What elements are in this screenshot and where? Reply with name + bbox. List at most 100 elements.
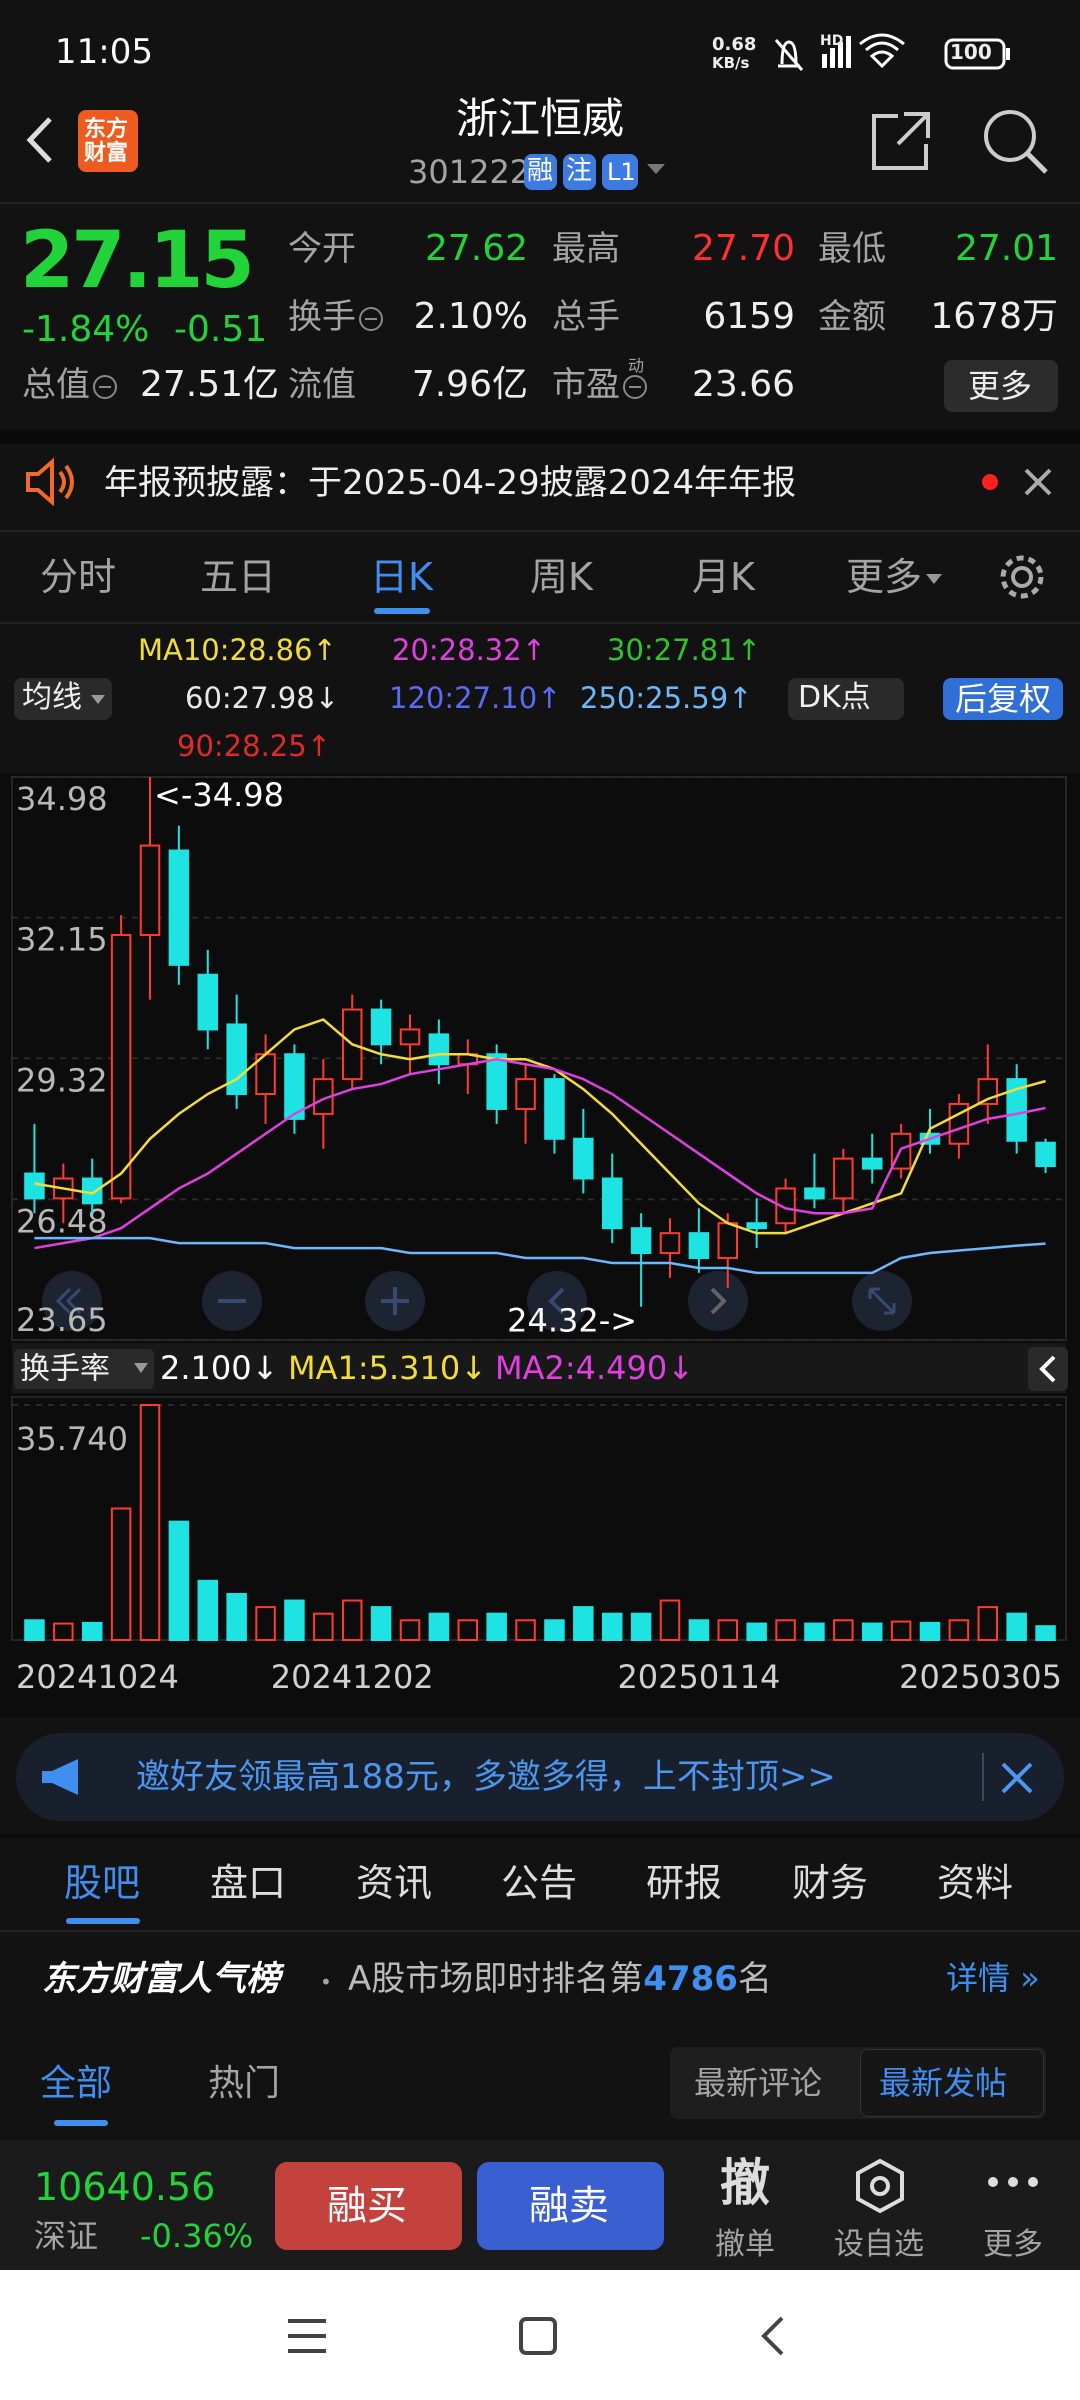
- more-button-text: 更多: [968, 367, 1033, 405]
- divider: [0, 202, 1080, 204]
- section-tab[interactable]: 资讯: [356, 1861, 433, 1905]
- details-text: 详情: [946, 1959, 1011, 1997]
- volume-bar: [53, 1622, 74, 1641]
- cancel-label[interactable]: 撤单: [715, 2227, 775, 2262]
- field-value: 27.01: [954, 228, 1058, 269]
- indicator-selector[interactable]: 均线: [14, 678, 112, 720]
- badge-text: L1: [607, 158, 636, 186]
- index-name: 深证: [34, 2217, 99, 2255]
- divider: [0, 530, 1080, 532]
- more-icon[interactable]: [985, 2174, 1041, 2190]
- volume-bar: [341, 1599, 363, 1641]
- more-label[interactable]: 更多: [983, 2227, 1043, 2262]
- info-icon[interactable]: [93, 374, 117, 399]
- info-icon[interactable]: [359, 306, 383, 331]
- candle-body: [110, 934, 132, 1200]
- dropdown-arrow[interactable]: [645, 162, 669, 178]
- period-tab-active[interactable]: 日K: [370, 555, 433, 599]
- info-icon[interactable]: [623, 374, 647, 399]
- field-value: 7.96亿: [411, 364, 528, 405]
- section-tab[interactable]: 财务: [792, 1861, 869, 1905]
- cancel-icon[interactable]: 撤: [720, 2154, 770, 2212]
- dropdown-arrow: [926, 574, 942, 584]
- details-link[interactable]: 详情 »: [946, 1959, 1040, 1997]
- candle-body: [81, 1177, 103, 1205]
- field-value: 27.62: [424, 228, 528, 269]
- field-label: 总手: [552, 297, 620, 337]
- badge: 融: [524, 154, 557, 190]
- field-value: 6159: [703, 296, 795, 337]
- filter-tab-active[interactable]: 全部: [40, 2063, 113, 2104]
- change-percent: -1.84%: [22, 309, 150, 350]
- badge-text: 注: [566, 156, 593, 186]
- candle-body: [370, 1008, 392, 1046]
- close-button[interactable]: [1000, 1761, 1034, 1795]
- banner-text: 邀好友领最高188元，多邀多得，上不封顶>>: [136, 1757, 836, 1797]
- volume-bar: [284, 1599, 305, 1641]
- price-annotation: <-34.98: [154, 776, 284, 814]
- battery-level: 100: [950, 40, 992, 64]
- candle-body: [486, 1053, 507, 1110]
- period-tab[interactable]: 五日: [200, 555, 277, 599]
- indicator-legend: MA2:4.490↓: [495, 1349, 694, 1387]
- field-label: 最低: [818, 229, 886, 269]
- close-button[interactable]: [1022, 466, 1054, 498]
- volume-bar: [948, 1619, 970, 1642]
- change-amount: -0.51: [174, 309, 268, 350]
- margin-buy-button[interactable]: 融买: [275, 2162, 462, 2250]
- back-nav-button[interactable]: [758, 2314, 788, 2358]
- watchlist-label[interactable]: 设自选: [834, 2227, 924, 2262]
- sort-option[interactable]: 最新评论: [694, 2064, 823, 2102]
- home-button[interactable]: [518, 2316, 560, 2356]
- adjust-button[interactable]: 后复权: [943, 678, 1063, 720]
- candle-body: [1006, 1078, 1027, 1142]
- logo-text: 东方财富: [84, 117, 129, 166]
- volume-bar: [110, 1507, 132, 1641]
- filter-tab[interactable]: 热门: [208, 2063, 281, 2104]
- search-button[interactable]: [980, 106, 1052, 176]
- section-tab[interactable]: 研报: [646, 1861, 723, 1905]
- sort-option-active[interactable]: 最新发帖: [860, 2049, 1044, 2117]
- section-tab[interactable]: 盘口: [210, 1861, 287, 1905]
- ma-line: [34, 1057, 1046, 1250]
- divider: [0, 1930, 1080, 1932]
- y-tick-label: 23.65: [16, 1301, 108, 1339]
- volume-bar: [573, 1606, 594, 1641]
- ma-legend-entry: 60:27.98↓: [185, 681, 339, 715]
- volume-bar: [717, 1619, 739, 1642]
- ma-legend-entry: 90:28.25↑: [177, 729, 331, 763]
- volume-bar: [1035, 1625, 1056, 1642]
- dk-button[interactable]: DK点: [788, 678, 904, 720]
- notice-text[interactable]: 年报预披露：于2025-04-29披露2024年年报: [104, 463, 797, 503]
- section-tab[interactable]: 公告: [501, 1861, 578, 1905]
- period-tab[interactable]: 更多: [846, 555, 923, 599]
- candle-body: [833, 1157, 854, 1200]
- indicator-legend: 2.100↓: [160, 1349, 278, 1387]
- margin-sell-button[interactable]: 融卖: [477, 2162, 664, 2250]
- menu-button[interactable]: [286, 2316, 328, 2356]
- more-button[interactable]: 更多: [944, 360, 1058, 412]
- volume-bar: [890, 1620, 912, 1641]
- candle-body: [746, 1222, 767, 1230]
- volume-bar: [457, 1619, 479, 1642]
- dropdown-arrow: [91, 695, 105, 704]
- settings-button[interactable]: [996, 551, 1048, 603]
- ma-line: [34, 1236, 1046, 1275]
- period-tab[interactable]: 月K: [692, 555, 755, 599]
- share-button[interactable]: [868, 108, 938, 174]
- watchlist-icon[interactable]: [854, 2158, 906, 2214]
- back-button[interactable]: [20, 115, 60, 165]
- period-tab[interactable]: 周K: [530, 555, 593, 599]
- clock: 11:05: [55, 32, 153, 72]
- ma-legend-entry: MA10:28.86↑: [138, 633, 337, 667]
- candle-body: [573, 1137, 594, 1180]
- separator-dot: •: [320, 1970, 332, 1994]
- period-tab[interactable]: 分时: [40, 555, 117, 599]
- section-tab[interactable]: 资料: [937, 1861, 1014, 1905]
- volume-bar: [313, 1612, 334, 1641]
- volume-bar: [370, 1606, 392, 1641]
- invite-banner[interactable]: 邀好友领最高188元，多邀多得，上不封顶>>: [16, 1733, 1064, 1821]
- volume-bar: [486, 1612, 507, 1641]
- section-tab-active[interactable]: 股吧: [64, 1861, 141, 1905]
